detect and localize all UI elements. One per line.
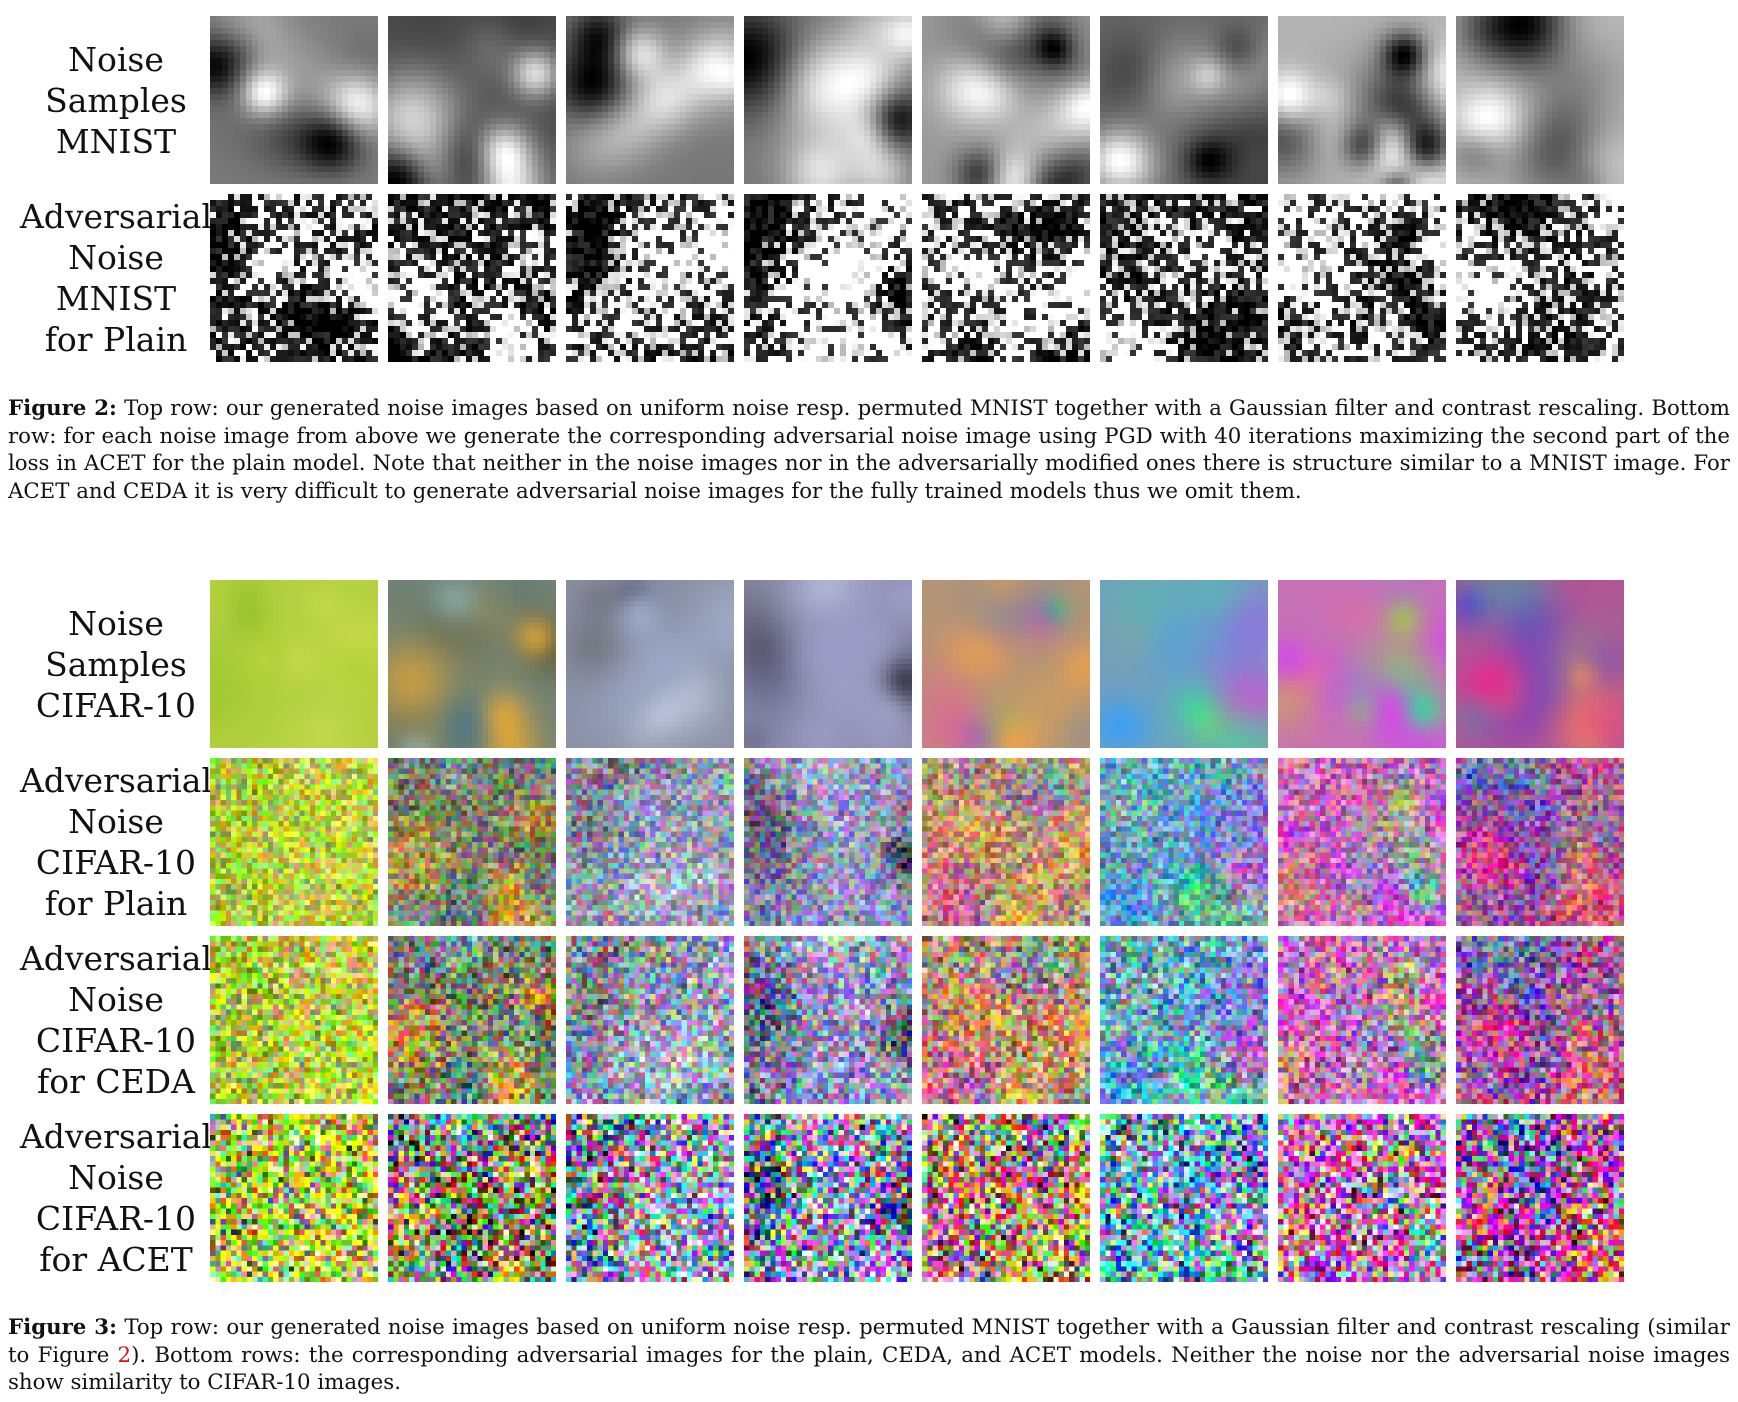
cifar-adversarial-plain-image xyxy=(744,758,912,926)
row-label-line: for CEDA xyxy=(37,1062,195,1101)
cifar-adversarial-acet-image xyxy=(210,1114,378,1282)
row-label-line: Samples xyxy=(45,80,187,120)
row-label-line: Adversarial xyxy=(19,197,213,236)
row-label-line: Samples xyxy=(45,644,187,684)
cifar-noise-image xyxy=(210,580,378,748)
cifar-adversarial-acet-image xyxy=(388,1114,556,1282)
cifar-adversarial-plain-image xyxy=(210,758,378,926)
cifar-noise-image xyxy=(1456,580,1624,748)
row-label-line: Noise xyxy=(68,980,164,1019)
cifar-adversarial-acet-image xyxy=(922,1114,1090,1282)
cifar-noise-image xyxy=(922,580,1090,748)
row-label-line: MNIST xyxy=(55,121,177,161)
mnist-noise-image xyxy=(1100,16,1268,184)
caption-text: Top row: our generated noise images base… xyxy=(8,1315,1730,1368)
cifar-adversarial-ceda-image xyxy=(744,936,912,1104)
caption-label: Figure 2: xyxy=(8,396,117,421)
row-label-line: Noise xyxy=(68,603,164,643)
figure-reference-link[interactable]: 2 xyxy=(117,1342,132,1368)
row-label-line: Adversarial xyxy=(19,761,213,800)
figure-3-row-noise: Noise Samples CIFAR-10 xyxy=(0,580,1738,748)
mnist-adversarial-image xyxy=(744,194,912,362)
mnist-noise-image xyxy=(210,16,378,184)
row-label-line: Noise xyxy=(68,1158,164,1197)
figure-2-row-adversarial-plain: Adversarial Noise MNIST for Plain xyxy=(0,194,1738,362)
row-label-line: for Plain xyxy=(44,884,188,923)
caption-label: Figure 3: xyxy=(8,1315,117,1340)
mnist-adversarial-image xyxy=(1100,194,1268,362)
cifar-adversarial-ceda-image xyxy=(922,936,1090,1104)
row-label: Noise Samples MNIST xyxy=(0,16,232,184)
figure-3-row-adversarial-plain: Adversarial Noise CIFAR-10 for Plain xyxy=(0,758,1738,926)
cifar-adversarial-acet-image xyxy=(566,1114,734,1282)
cifar-adversarial-acet-image xyxy=(744,1114,912,1282)
row-label-line: CIFAR-10 xyxy=(35,1199,197,1238)
cifar-adversarial-acet-image xyxy=(1100,1114,1268,1282)
cifar-adversarial-acet-image xyxy=(1456,1114,1624,1282)
cifar-noise-image xyxy=(566,580,734,748)
row-label-line: Adversarial xyxy=(19,939,213,978)
row-label: Noise Samples CIFAR-10 xyxy=(0,580,232,748)
figure-3-row-adversarial-ceda: Adversarial Noise CIFAR-10 for CEDA xyxy=(0,936,1738,1104)
figure-3-row-adversarial-acet: Adversarial Noise CIFAR-10 for ACET xyxy=(0,1114,1738,1282)
row-label: Adversarial Noise CIFAR-10 for CEDA xyxy=(0,936,232,1104)
cifar-adversarial-acet-image xyxy=(1278,1114,1446,1282)
row-label-line: CIFAR-10 xyxy=(35,843,197,882)
mnist-noise-image xyxy=(566,16,734,184)
cifar-adversarial-ceda-image xyxy=(388,936,556,1104)
row-label-line: for Plain xyxy=(44,320,188,359)
row-label-line: CIFAR-10 xyxy=(35,685,197,725)
row-label-line: Noise xyxy=(68,39,164,79)
row-label-line: for ACET xyxy=(39,1240,193,1279)
mnist-noise-image xyxy=(388,16,556,184)
mnist-adversarial-image xyxy=(1456,194,1624,362)
cifar-adversarial-plain-image xyxy=(1278,758,1446,926)
figure-2-row-noise: Noise Samples MNIST xyxy=(0,16,1738,184)
row-label-line: CIFAR-10 xyxy=(35,1021,197,1060)
cifar-adversarial-plain-image xyxy=(566,758,734,926)
cifar-adversarial-ceda-image xyxy=(566,936,734,1104)
cifar-adversarial-ceda-image xyxy=(210,936,378,1104)
cifar-adversarial-ceda-image xyxy=(1278,936,1446,1104)
mnist-noise-image xyxy=(1456,16,1624,184)
cifar-adversarial-plain-image xyxy=(1456,758,1624,926)
row-label-line: MNIST xyxy=(55,279,177,318)
cifar-noise-image xyxy=(1100,580,1268,748)
cifar-adversarial-plain-image xyxy=(1100,758,1268,926)
mnist-noise-image xyxy=(744,16,912,184)
figure-2-caption: Figure 2: Top row: our generated noise i… xyxy=(8,395,1730,505)
cifar-noise-image xyxy=(388,580,556,748)
figure-3-caption: Figure 3: Top row: our generated noise i… xyxy=(8,1314,1730,1397)
caption-text: ). Bottom rows: the corresponding advers… xyxy=(8,1342,1731,1396)
cifar-adversarial-plain-image xyxy=(922,758,1090,926)
mnist-adversarial-image xyxy=(388,194,556,362)
row-label: Adversarial Noise MNIST for Plain xyxy=(0,194,232,362)
caption-text: Top row: our generated noise images base… xyxy=(8,396,1730,504)
row-label: Adversarial Noise CIFAR-10 for ACET xyxy=(0,1114,232,1282)
row-label-line: Adversarial xyxy=(19,1117,213,1156)
mnist-noise-image xyxy=(922,16,1090,184)
row-label: Adversarial Noise CIFAR-10 for Plain xyxy=(0,758,232,926)
cifar-adversarial-ceda-image xyxy=(1100,936,1268,1104)
mnist-adversarial-image xyxy=(566,194,734,362)
row-label-line: Noise xyxy=(68,238,164,277)
cifar-adversarial-plain-image xyxy=(388,758,556,926)
cifar-noise-image xyxy=(1278,580,1446,748)
cifar-adversarial-ceda-image xyxy=(1456,936,1624,1104)
mnist-noise-image xyxy=(1278,16,1446,184)
mnist-adversarial-image xyxy=(210,194,378,362)
mnist-adversarial-image xyxy=(922,194,1090,362)
cifar-noise-image xyxy=(744,580,912,748)
row-label-line: Noise xyxy=(68,802,164,841)
mnist-adversarial-image xyxy=(1278,194,1446,362)
